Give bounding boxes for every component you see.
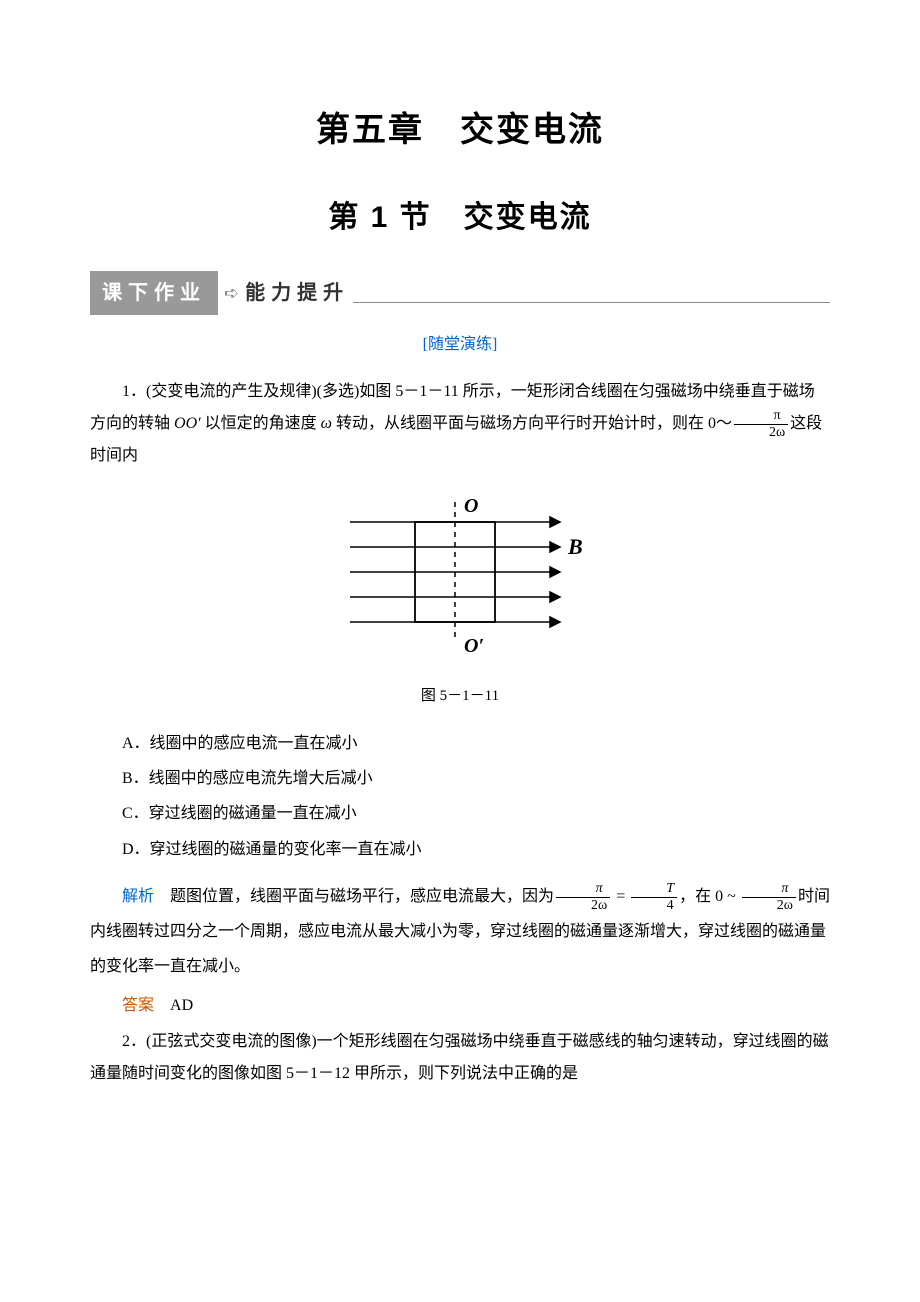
chapter-title: 第五章 交变电流 <box>90 100 830 161</box>
label-B: B <box>567 534 583 559</box>
q1-axis: OO′ <box>174 415 201 432</box>
q1-explain: 解析 题图位置，线圈平面与磁场平行，感应电流最大，因为π2ω = T4，在 0 … <box>90 879 830 985</box>
q1-omega: ω <box>321 415 332 432</box>
q1-eq-frac3-num-text: π <box>781 881 788 896</box>
q1-intro-b: 以恒定的角速度 <box>201 415 321 432</box>
q1-eq-frac1-num-text: π <box>596 881 603 896</box>
q1-frac-den: 2ω <box>734 425 788 440</box>
q1-frac: π2ω <box>734 408 788 440</box>
q1-options: A．线圈中的感应电流一直在减小 B．线圈中的感应电流先增大后减小 C．穿过线圈的… <box>122 726 830 867</box>
q1-answer: 答案 AD <box>90 990 830 1022</box>
q1-answer-value: AD <box>154 997 193 1014</box>
explain-label: 解析 <box>122 888 154 905</box>
q1-explain-a: 题图位置，线圈平面与磁场平行，感应电流最大，因为 <box>154 888 554 905</box>
banner: 课下作业 ➪ 能力提升 <box>90 275 830 311</box>
q1-eq-frac3-den: 2ω <box>742 898 796 913</box>
label-O-top: O <box>464 495 478 517</box>
q1-eq-frac3: π 2ω <box>742 881 796 913</box>
q1-eq-frac1: π 2ω <box>556 881 610 913</box>
q1-eq-frac1-den: 2ω <box>556 898 610 913</box>
q1-eq-frac2: T4 <box>631 881 677 913</box>
q1-figure-caption: 图 5－1－11 <box>90 683 830 710</box>
banner-black-label: 能力提升 <box>245 275 349 311</box>
q1-eq-frac2-num-text: T <box>666 881 674 896</box>
section-title: 第 1 节 交变电流 <box>90 191 830 245</box>
q1-eq-frac3-num: π <box>742 881 796 897</box>
q1-intro: 1．(交变电流的产生及规律)(多选)如图 5－1－11 所示，一矩形闭合线圈在匀… <box>90 376 830 472</box>
answer-label: 答案 <box>122 997 154 1014</box>
q1-option-c: C．穿过线圈的磁通量一直在减小 <box>122 796 830 831</box>
q1-explain-b: ，在 0 ~ <box>679 888 740 905</box>
q1-option-d: D．穿过线圈的磁通量的变化率一直在减小 <box>122 832 830 867</box>
q1-eq-frac2-den: 4 <box>631 898 677 913</box>
q1-eq-frac1-num: π <box>556 881 610 897</box>
q1-intro-c: 转动，从线圈平面与磁场方向平行时开始计时，则在 0～ <box>332 415 732 432</box>
magnetic-field-diagram: O O′ B <box>320 492 600 662</box>
q1-option-a: A．线圈中的感应电流一直在减小 <box>122 726 830 761</box>
banner-underline <box>353 283 830 303</box>
banner-arrow-icon: ➪ <box>224 277 239 309</box>
q2-text: 2．(正弦式交变电流的图像)一个矩形线圈在匀强磁场中绕垂直于磁感线的轴匀速转动，… <box>90 1026 830 1090</box>
q1-figure: O O′ B <box>90 492 830 673</box>
q1-eq-mid: = <box>612 888 629 905</box>
q1-frac-num: π <box>734 408 788 424</box>
q1-eq-frac3-den-text: 2ω <box>777 898 793 913</box>
q1-frac-den-text: 2ω <box>769 425 785 440</box>
q1-eq-frac2-num: T <box>631 881 677 897</box>
label-O-bottom: O′ <box>464 635 484 657</box>
subtitle-link: [随堂演练] <box>90 331 830 360</box>
q1-eq-frac1-den-text: 2ω <box>591 898 607 913</box>
banner-grey-label: 课下作业 <box>90 271 218 315</box>
q1-option-b: B．线圈中的感应电流先增大后减小 <box>122 761 830 796</box>
